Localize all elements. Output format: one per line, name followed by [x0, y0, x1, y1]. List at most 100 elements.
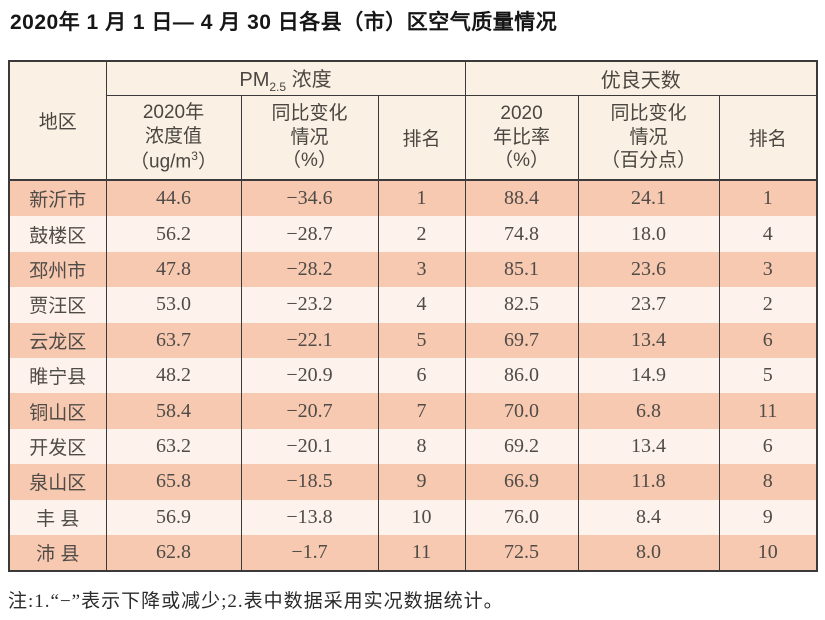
good-ratio-cell: 66.9: [464, 464, 579, 500]
pm-value-cell: 62.8: [105, 534, 242, 572]
table-row: 邳州市 47.8 −28.2 3 85.1 23.6 3: [8, 251, 818, 288]
good-ratio-cell: 69.2: [464, 428, 579, 465]
good-ratio-line2: 年比率: [493, 126, 551, 148]
header-sub-row: 2020年 浓度值 （ug/m3） 同比变化 情况 （%） 排名 2020 年比…: [9, 95, 818, 181]
pm-change-cell: −28.2: [240, 251, 379, 288]
region-cell: 云龙区: [8, 322, 107, 358]
good-ratio-cell: 76.0: [464, 499, 579, 535]
good-rank-cell: 3: [718, 251, 818, 288]
region-cell: 贾汪区: [8, 287, 107, 323]
pm-rank-cell: 7: [377, 393, 466, 429]
column-group-good-days: 优良天数: [464, 61, 818, 96]
pm-value-cell: 65.8: [105, 464, 242, 500]
table-row: 云龙区 63.7 −22.1 5 69.7 13.4 6: [8, 322, 818, 358]
pm-change-line2: 情况: [290, 126, 329, 148]
good-rank-cell: 1: [718, 180, 818, 217]
pm-change-cell: −20.7: [240, 393, 379, 429]
pm25-label-subscript: 2.5: [269, 80, 287, 94]
pm-rank-cell: 11: [377, 534, 466, 572]
pm-change-cell: −34.6: [240, 180, 379, 217]
region-cell: 丰 县: [8, 499, 107, 535]
column-header-pm-change: 同比变化 情况 （%）: [240, 95, 379, 181]
table-header: 地区 PM2.5 浓度 优良天数 2020年 浓度值 （ug/m3） 同比变化 …: [8, 61, 818, 181]
pm-change-cell: −20.9: [240, 357, 379, 394]
region-cell: 泉山区: [8, 464, 107, 500]
good-change-cell: 13.4: [577, 428, 720, 465]
region-cell: 睢宁县: [8, 357, 107, 394]
column-header-good-change: 同比变化 情况 （百分点）: [577, 95, 720, 181]
table-row: 铜山区 58.4 −20.7 7 70.0 6.8 11: [8, 393, 818, 429]
good-rank-cell: 5: [718, 357, 818, 394]
pm-rank-cell: 10: [377, 499, 466, 535]
good-change-cell: 11.8: [577, 464, 720, 500]
good-rank-cell: 9: [718, 499, 818, 535]
pm-change-cell: −20.1: [240, 428, 379, 465]
good-rank-cell: 4: [718, 216, 818, 252]
pm-change-line1: 同比变化: [271, 102, 348, 124]
pm-value-cell: 56.9: [105, 499, 242, 535]
table-row: 丰 县 56.9 −13.8 10 76.0 8.4 9: [8, 499, 818, 535]
pm-value-unit-open: （ug/m: [130, 151, 192, 173]
header-group-row: 地区 PM2.5 浓度 优良天数: [8, 61, 818, 181]
pm-value-cell: 58.4: [105, 393, 242, 429]
good-change-line1: 同比变化: [610, 102, 687, 124]
good-rank-cell: 6: [718, 428, 818, 465]
pm-rank-cell: 4: [377, 287, 466, 323]
good-ratio-cell: 74.8: [464, 216, 579, 252]
page-title: 2020年 1 月 1 日— 4 月 30 日各县（市）区空气质量情况: [10, 11, 558, 34]
pm-value-cell: 56.2: [105, 216, 242, 252]
column-header-region: 地区: [8, 61, 107, 181]
good-change-cell: 14.9: [577, 357, 720, 394]
good-ratio-cell: 85.1: [464, 251, 579, 288]
good-change-cell: 18.0: [577, 216, 720, 252]
region-cell: 邳州市: [8, 251, 107, 288]
region-cell: 开发区: [8, 428, 107, 465]
pm-value-cell: 53.0: [105, 287, 242, 323]
pm-value-cell: 48.2: [105, 357, 242, 394]
pm-value-line2: 浓度值: [144, 125, 202, 147]
footnote: 注:1.“−”表示下降或减少;2.表中数据采用实况数据统计。: [8, 591, 504, 612]
good-change-cell: 23.6: [577, 251, 720, 288]
pm-rank-cell: 1: [377, 180, 466, 217]
good-ratio-cell: 70.0: [464, 393, 579, 429]
good-change-cell: 13.4: [577, 322, 720, 358]
region-cell: 新沂市: [8, 180, 107, 217]
table-row: 鼓楼区 56.2 −28.7 2 74.8 18.0 4: [8, 216, 818, 252]
pm-value-line3: （ug/m3）: [107, 148, 240, 174]
pm-value-unit-close: ）: [197, 151, 217, 173]
pm-value-cell: 47.8: [105, 251, 242, 288]
good-ratio-cell: 88.4: [464, 180, 579, 217]
pm-change-cell: −28.7: [240, 216, 379, 252]
good-rank-cell: 6: [718, 322, 818, 358]
pm-change-cell: −22.1: [240, 322, 379, 358]
table-row: 贾汪区 53.0 −23.2 4 82.5 23.7 2: [8, 287, 818, 323]
table-row: 睢宁县 48.2 −20.9 6 86.0 14.9 5: [8, 357, 818, 394]
table-row: 沛 县 62.8 −1.7 11 72.5 8.0 10: [8, 534, 818, 572]
pm-value-line1: 2020年: [142, 102, 205, 124]
pm-value-cell: 63.2: [105, 428, 242, 465]
table-row: 新沂市 44.6 −34.6 1 88.4 24.1 1: [8, 180, 818, 217]
pm-rank-cell: 5: [377, 322, 466, 358]
pm25-label-rest: 浓度: [286, 69, 332, 91]
good-rank-cell: 8: [718, 464, 818, 500]
good-ratio-cell: 86.0: [464, 357, 579, 394]
column-header-pm-rank: 排名: [377, 95, 466, 181]
pm-value-unit-superscript: 3: [191, 148, 198, 163]
table-body: 新沂市 44.6 −34.6 1 88.4 24.1 1 鼓楼区 56.2 −2…: [8, 180, 818, 572]
good-ratio-cell: 72.5: [464, 534, 579, 572]
column-header-pm-value: 2020年 浓度值 （ug/m3）: [105, 95, 242, 181]
pm-rank-cell: 3: [377, 251, 466, 288]
pm-rank-cell: 6: [377, 357, 466, 394]
region-cell: 铜山区: [8, 393, 107, 429]
good-rank-cell: 2: [718, 287, 818, 323]
air-quality-table: 地区 PM2.5 浓度 优良天数 2020年 浓度值 （ug/m3） 同比变化 …: [8, 60, 819, 573]
pm-change-line3: （%）: [282, 150, 337, 172]
good-rank-cell: 10: [718, 534, 818, 572]
good-change-cell: 23.7: [577, 287, 720, 323]
good-change-cell: 24.1: [577, 180, 720, 217]
good-change-line3: （百分点）: [601, 150, 697, 172]
pm-change-cell: −23.2: [240, 287, 379, 323]
good-change-cell: 8.4: [577, 499, 720, 535]
good-change-cell: 8.0: [577, 534, 720, 572]
